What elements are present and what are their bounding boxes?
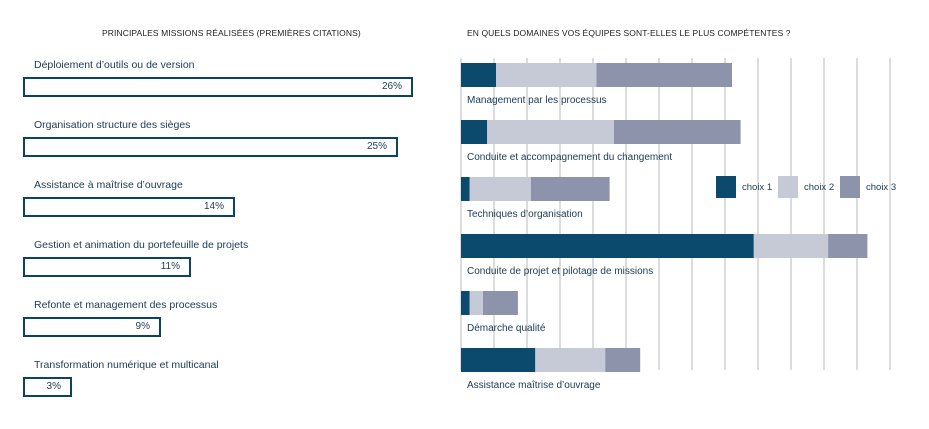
bar-segment-choix-1	[461, 234, 754, 258]
legend-choix-2: choix 2	[778, 176, 834, 198]
mission-value-label: 25%	[366, 141, 387, 152]
mission-label: Organisation structure des sièges	[34, 119, 191, 131]
bar-segment-choix-1	[461, 63, 496, 87]
mission-bar: 26%	[23, 77, 413, 97]
bar-segment-choix-2	[469, 291, 483, 315]
domain-label: Conduite et accompagnement du changement	[467, 152, 672, 163]
mission-label: Assistance à maîtrise d’ouvrage	[34, 179, 183, 191]
mission-bar: 9%	[23, 317, 161, 337]
mission-value-label: 9%	[135, 321, 150, 332]
mission-value-label: 11%	[160, 261, 180, 272]
right-chart-title: EN QUELS DOMAINES VOS ÉQUIPES SONT-ELLES…	[467, 28, 791, 38]
bar-segment-choix-1	[461, 120, 488, 144]
bar-segment-choix-2	[469, 177, 531, 201]
domain-label: Management par les processus	[467, 95, 607, 106]
domain-label: Conduite de projet et pilotage de missio…	[467, 266, 653, 277]
mission-bar: 11%	[23, 257, 191, 277]
bar-segment-choix-3	[596, 63, 732, 87]
bar-segment-choix-2	[753, 234, 829, 258]
legend-label-choix-3: choix 3	[866, 181, 897, 193]
mission-label: Refonte et management des processus	[34, 299, 218, 311]
mission-label: Transformation numérique et multicanal	[34, 359, 219, 371]
mission-bar: 14%	[23, 197, 235, 217]
domain-label: Démarche qualité	[467, 323, 546, 334]
legend-swatch-choix-3	[840, 176, 860, 198]
bar-segment-choix-3	[828, 234, 868, 258]
bar-segment-choix-3	[530, 177, 610, 201]
mission-value-label: 14%	[203, 201, 224, 212]
bar-segment-choix-3	[613, 120, 741, 144]
bar-segment-choix-2	[487, 120, 614, 144]
mission-label: Déploiement d’outils ou de version	[34, 59, 195, 71]
legend-swatch-choix-1	[716, 176, 736, 198]
competences-chart: Management par les processus Conduite et …	[460, 58, 891, 391]
legend-choix-1: choix 1	[716, 176, 772, 198]
domain-label: Assistance maîtrise d’ouvrage	[467, 380, 601, 391]
mission-bar: 3%	[23, 377, 72, 397]
domain-label: Techniques d’organisation	[467, 209, 583, 220]
bar-segment-choix-3	[605, 348, 641, 372]
bar-segment-choix-2	[496, 63, 597, 87]
mission-value-label: 26%	[381, 81, 402, 92]
bar-segment-choix-2	[535, 348, 606, 372]
legend-label-choix-2: choix 2	[804, 181, 835, 193]
legend-swatch-choix-2	[778, 176, 798, 198]
mission-value-label: 3%	[46, 381, 61, 392]
bar-segment-choix-3	[482, 291, 518, 315]
mission-label: Gestion et animation du portefeuille de …	[34, 239, 249, 251]
bar-segment-choix-1	[461, 177, 470, 201]
left-chart-title: PRINCIPALES MISSIONS RÉALISÉES (PREMIÈRE…	[102, 28, 361, 38]
legend-label-choix-1: choix 1	[742, 181, 773, 193]
missions-chart: Déploiement d’outils ou de version 26% Org…	[0, 0, 440, 429]
mission-bar: 25%	[23, 137, 398, 157]
legend-choix-3: choix 3	[840, 176, 896, 198]
bar-segment-choix-1	[461, 291, 470, 315]
bar-segment-choix-1	[461, 348, 536, 372]
